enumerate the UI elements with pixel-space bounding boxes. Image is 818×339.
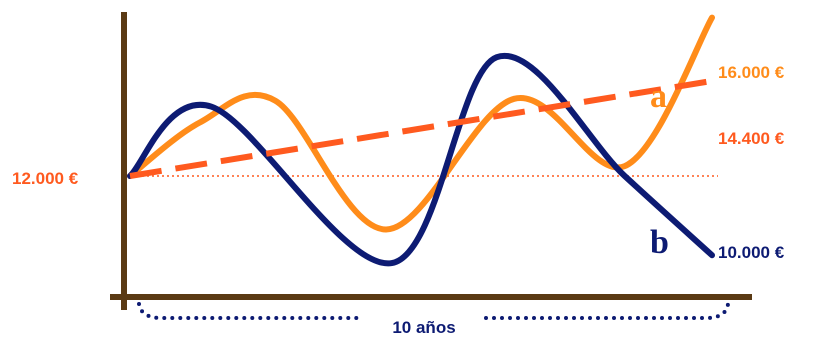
period-brace-right bbox=[484, 302, 730, 320]
period-label: 10 años bbox=[392, 318, 455, 337]
period-brace-left bbox=[137, 302, 364, 320]
series-a-name-label: a bbox=[650, 78, 667, 115]
series-a-end-label: 16.000 € bbox=[718, 63, 785, 82]
series-a-line bbox=[127, 14, 715, 233]
series-b-name-label: b bbox=[650, 224, 669, 261]
trend-end-label: 14.400 € bbox=[718, 129, 785, 148]
trend-line bbox=[129, 77, 713, 179]
series-b-line bbox=[127, 52, 715, 267]
start-value-label: 12.000 € bbox=[12, 169, 79, 188]
series-b-end-label: 10.000 € bbox=[718, 243, 785, 262]
